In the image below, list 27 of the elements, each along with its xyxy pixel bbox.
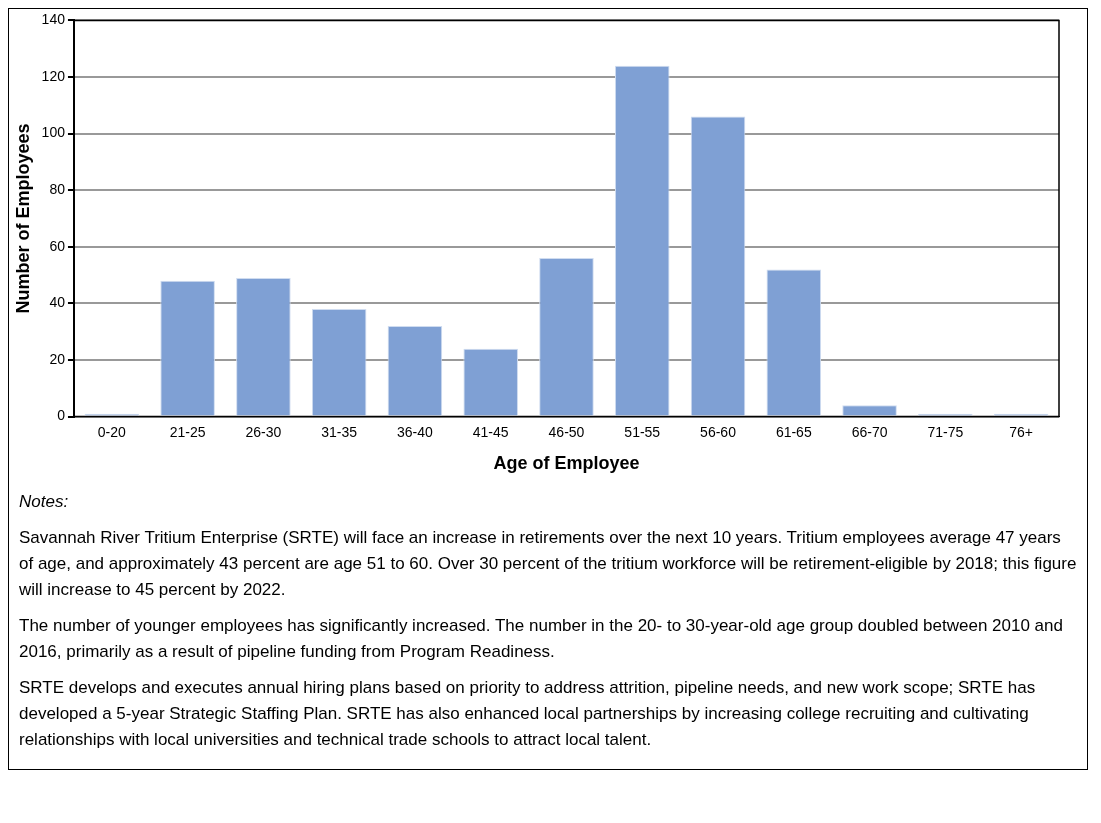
text: Notes: (19, 491, 70, 513)
y-tick-label: 60 (49, 237, 66, 254)
x-axis-title: Age of Employee (493, 453, 640, 474)
x-tick-label: 26-30 (245, 423, 282, 440)
x-tick-label: 0-20 (97, 423, 127, 440)
text: SRTE develops and executes annual hiring plans based on priority to address attrition, pipeline needs, and new work scope; SRTE has developed a 5-year Strategic Staffing Plan. SRTE has also enhanced local partnerships by increasing college recruiting and cultivating relationships with local universities and technical trade schools to attract local talent. (19, 677, 1037, 751)
x-tick-label: 56-60 (700, 423, 737, 440)
text: Savannah River Tritium Enterprise (SRTE) will face an increase in retirements over the next 10 years. Tritium employees average 47 years of age, and approximately 43 percent are age 51 to 60. Over 30 percent of the tritium workforce will be retirement-eligible by 2018; this figure will increase to 45 percent by 2022. (19, 527, 1077, 601)
text: The number of younger employees has significantly increased. The number in the 20- to 30-year-old age group doubled between 2010 and 2016, primarily as a result of pipeline funding from Program Readiness. (19, 615, 1064, 663)
y-axis-title: Number of Employees (12, 123, 33, 314)
x-tick-label: 41-45 (472, 423, 509, 440)
x-tick-label: 51-55 (624, 423, 661, 440)
y-tick-label: 40 (49, 294, 66, 311)
x-tick-label: 66-70 (851, 423, 888, 440)
x-tick-label: 76+ (1009, 423, 1033, 440)
x-tick-label: 21-25 (169, 423, 206, 440)
x-tick-label: 46-50 (548, 423, 585, 440)
y-tick-label: 120 (41, 67, 66, 84)
y-tick-label: 80 (49, 181, 66, 198)
y-tick-label: 100 (41, 124, 66, 141)
y-tick-label: 0 (57, 407, 66, 424)
y-tick-label: 140 (41, 11, 66, 28)
x-tick-label: 36-40 (397, 423, 434, 440)
y-tick-label: 20 (49, 350, 66, 367)
x-tick-label: 71-75 (927, 423, 964, 440)
x-tick-label: 61-65 (775, 423, 812, 440)
x-tick-label: 31-35 (321, 423, 358, 440)
